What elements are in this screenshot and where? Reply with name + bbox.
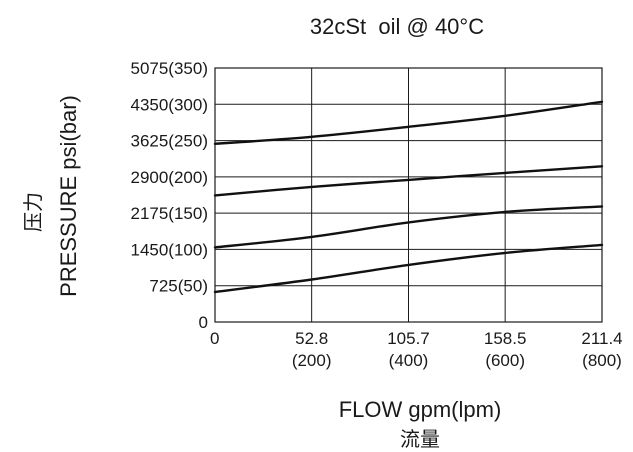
- x-tick-sublabel: (800): [582, 351, 622, 370]
- x-tick-label: 211.4: [581, 329, 622, 348]
- y-tick-label: 725(50): [149, 277, 208, 296]
- series-layer: [213, 100, 604, 294]
- x-tick-label: 105.7: [387, 329, 430, 348]
- x-tick-labels: 0 52.8 (200) 105.7 (400) 158.5 (600) 211.4 (800): [210, 329, 623, 370]
- series-line-2: [213, 165, 604, 197]
- series-line-1: [213, 100, 604, 145]
- y-tick-label: 2900(200): [130, 168, 208, 187]
- series-line-3: [213, 205, 604, 249]
- y-tick-label: 2175(150): [130, 204, 208, 223]
- x-tick-sublabel: (600): [485, 351, 525, 370]
- y-tick-labels: 0 725(50) 1450(100) 2175(150) 2900(200) 3625(…: [130, 59, 208, 332]
- y-tick-label: 5075(350): [130, 59, 208, 78]
- x-tick-sublabel: (400): [389, 351, 429, 370]
- y-tick-label: 4350(300): [130, 95, 208, 114]
- x-tick-sublabel: (200): [292, 351, 332, 370]
- series-line-4: [213, 243, 604, 294]
- x-tick-label: 158.5: [484, 329, 527, 348]
- y-tick-label: 0: [199, 313, 208, 332]
- x-axis-title: FLOW gpm(lpm): [339, 397, 502, 422]
- x-tick-label: 52.8: [295, 329, 328, 348]
- chart-title: 32cSt oil @ 40°C: [310, 14, 484, 39]
- y-axis-title: PRESSURE psi(bar): [56, 95, 81, 297]
- x-axis-title-cn: 流量: [400, 427, 440, 451]
- y-tick-label: 3625(250): [130, 132, 208, 151]
- y-tick-label: 1450(100): [130, 240, 208, 259]
- x-tick-label: 0: [210, 329, 219, 348]
- y-axis-title-cn: 压力: [21, 192, 45, 232]
